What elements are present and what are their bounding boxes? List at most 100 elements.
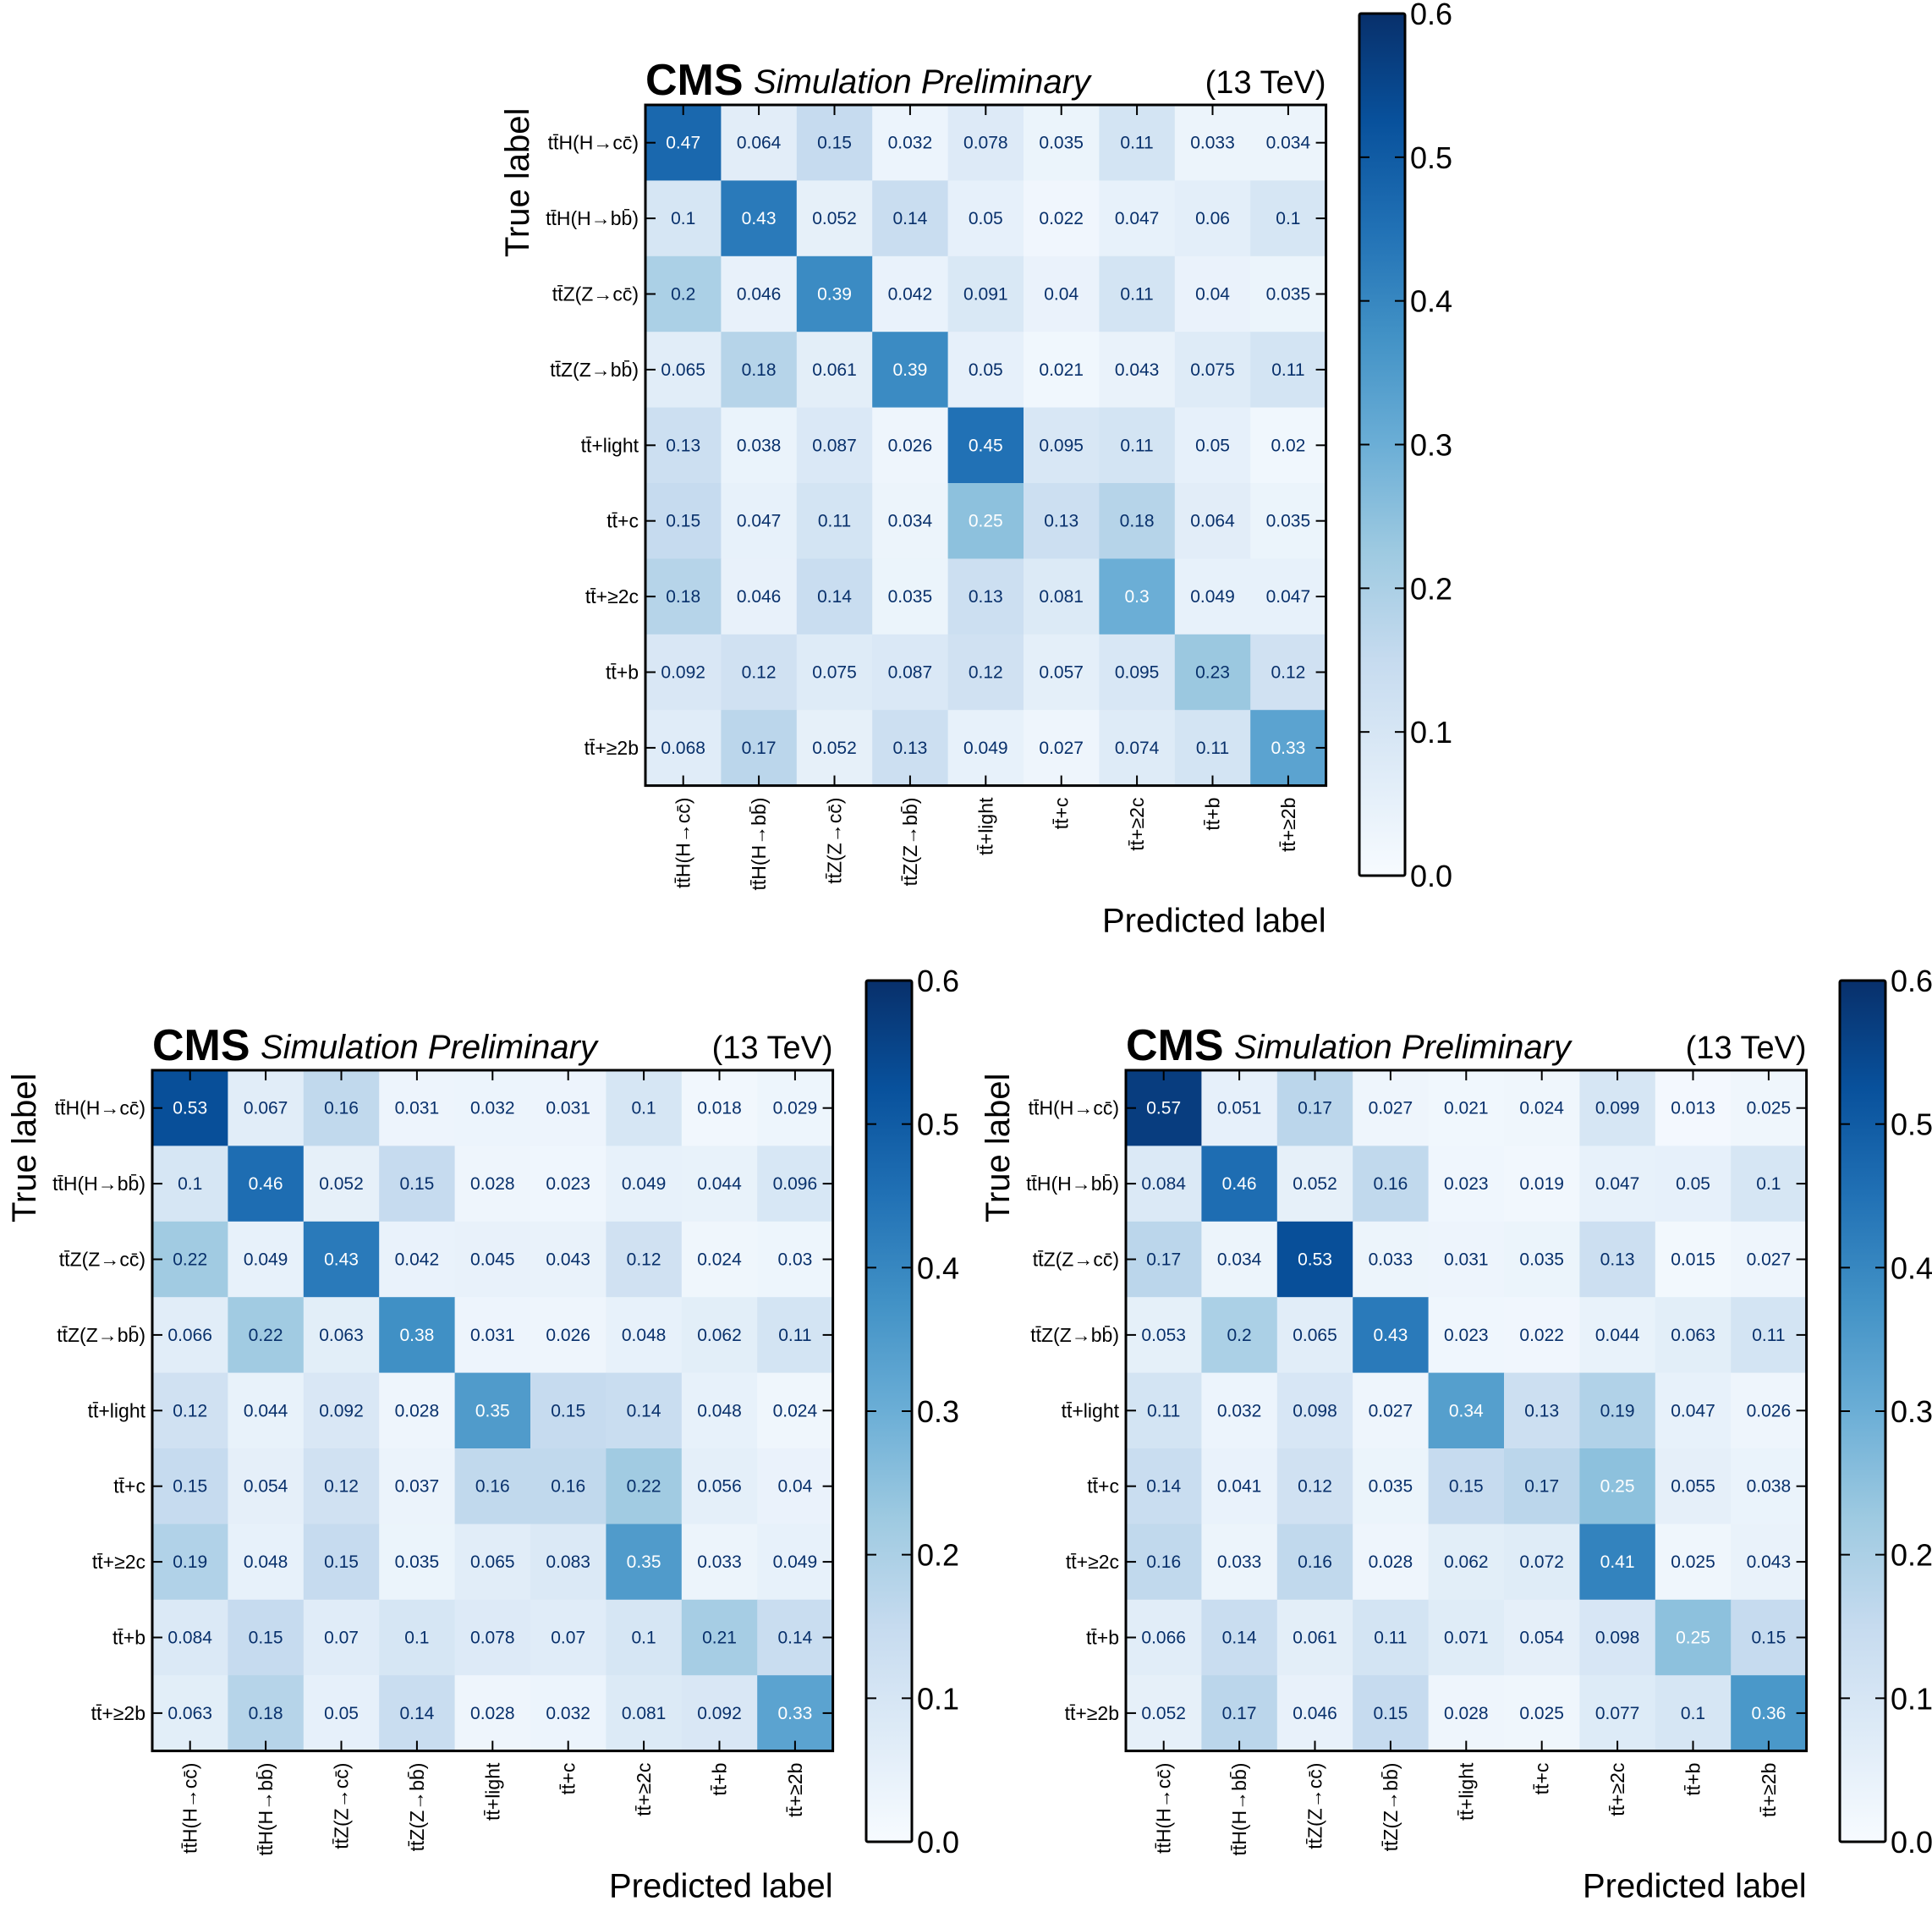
cell-value: 0.052	[812, 739, 857, 758]
cell-value: 0.15	[324, 1552, 359, 1572]
colorbar-tick-label: 0.2	[1891, 1538, 1932, 1573]
heatmap-cell	[872, 180, 949, 257]
heatmap-cell	[379, 1070, 456, 1146]
heatmap-cell	[1353, 1070, 1430, 1146]
x-tick-label: tt̄H(H→bb̄)	[255, 1763, 277, 1856]
cell-value: 0.36	[1751, 1704, 1786, 1723]
heatmap-cell	[1353, 1146, 1430, 1222]
cell-value: 0.052	[319, 1174, 364, 1194]
cell-value: 0.046	[1293, 1704, 1337, 1723]
cell-value: 0.11	[1752, 1326, 1785, 1345]
cell-value: 0.035	[1519, 1250, 1564, 1270]
heatmap-cell	[1276, 1297, 1353, 1374]
cell-value: 0.046	[737, 285, 782, 305]
colorbar-tick-label: 0.0	[1410, 859, 1452, 893]
cell-value: 0.18	[249, 1704, 283, 1723]
x-tick-label: tt̄+≥2c	[1606, 1763, 1628, 1816]
cell-value: 0.038	[737, 436, 782, 455]
cell-value: 0.35	[475, 1401, 510, 1420]
heatmap-cell	[152, 1297, 228, 1374]
colorbar-tick-label: 0.5	[1891, 1107, 1932, 1142]
heatmap-cell	[606, 1524, 683, 1601]
heatmap-cell	[681, 1070, 758, 1146]
heatmap-cell	[152, 1070, 228, 1146]
heatmap-cell	[645, 255, 722, 332]
heatmap-cell	[1731, 1675, 1808, 1752]
heatmap-cell	[1099, 710, 1176, 787]
heatmap-cell	[681, 1297, 758, 1374]
cell-value: 0.07	[324, 1629, 359, 1648]
heatmap-cell	[379, 1675, 456, 1752]
cell-value: 0.051	[1217, 1099, 1262, 1118]
cell-value: 0.05	[1676, 1174, 1710, 1194]
cell-value: 0.19	[1600, 1401, 1635, 1420]
cell-value: 0.41	[1600, 1552, 1635, 1572]
cell-value: 0.028	[470, 1174, 515, 1194]
cell-value: 0.11	[1374, 1629, 1407, 1648]
confusion-matrix-bottom-left: 0.53 0.067 0.16 0.031 0.032 0.031 0.1 0.018 0.02…	[6, 964, 959, 1905]
cell-value: 0.044	[244, 1401, 288, 1420]
heatmap-cell	[1201, 1599, 1278, 1676]
heatmap-cell	[152, 1221, 228, 1298]
heatmap-cell	[1504, 1448, 1580, 1525]
heatmap-cell	[1276, 1675, 1353, 1752]
heatmap-cell	[1201, 1146, 1278, 1222]
heatmap-cell	[1276, 1221, 1353, 1298]
heatmap-cell	[681, 1524, 758, 1601]
cell-value: 0.048	[697, 1401, 742, 1420]
cell-value: 0.46	[249, 1174, 283, 1194]
cell-value: 0.048	[622, 1326, 667, 1345]
heatmap-cell	[1174, 483, 1251, 559]
cell-value: 0.062	[697, 1326, 742, 1345]
heatmap-cell	[1579, 1372, 1656, 1449]
colorbar-tick-label: 0.6	[1891, 964, 1932, 998]
cell-value: 0.091	[963, 285, 1008, 305]
y-tick-label: tt̄H(H→bb̄)	[52, 1173, 145, 1195]
cell-value: 0.047	[1266, 587, 1311, 607]
cell-value: 0.18	[742, 360, 777, 380]
cell-value: 0.049	[622, 1174, 667, 1194]
y-tick-label: tt̄+light	[1062, 1399, 1120, 1421]
heatmap-cell	[1353, 1675, 1430, 1752]
cell-value: 0.063	[319, 1326, 364, 1345]
heatmap-cell	[1276, 1524, 1353, 1601]
cell-value: 0.043	[1747, 1552, 1792, 1572]
heatmap-cell	[152, 1675, 228, 1752]
cell-value: 0.024	[697, 1250, 742, 1270]
cms-label: CMS	[645, 56, 744, 105]
y-tick-label: tt̄H(H→cc̄)	[548, 132, 639, 154]
cell-value: 0.084	[1141, 1174, 1186, 1194]
colorbar-tick-label: 0.1	[1410, 715, 1452, 750]
heatmap-cell	[1655, 1448, 1732, 1525]
heatmap-cell	[1024, 634, 1100, 711]
cell-value: 0.047	[1115, 209, 1160, 228]
cell-value: 0.057	[1039, 663, 1084, 683]
x-tick-label: tt̄+≥2b	[1758, 1763, 1780, 1817]
cell-value: 0.019	[1519, 1174, 1564, 1194]
heatmap-cell	[1250, 105, 1327, 181]
heatmap-cell	[1428, 1070, 1505, 1146]
y-tick-label: tt̄Z(Z→bb̄)	[550, 359, 639, 381]
y-tick-label: tt̄H(H→bb̄)	[546, 207, 639, 229]
heatmap-cell	[1504, 1675, 1580, 1752]
heatmap-cell	[645, 180, 722, 257]
heatmap-cell	[681, 1372, 758, 1449]
heatmap-cell	[947, 105, 1024, 181]
cell-value: 0.16	[551, 1477, 585, 1497]
cell-value: 0.02	[1271, 436, 1305, 455]
cell-value: 0.1	[631, 1629, 656, 1648]
cell-value: 0.065	[470, 1552, 515, 1572]
cell-value: 0.11	[778, 1326, 811, 1345]
cell-value: 0.061	[812, 360, 857, 380]
cell-value: 0.066	[1141, 1629, 1186, 1648]
cell-value: 0.38	[399, 1326, 434, 1345]
heatmap-cell	[1099, 105, 1176, 181]
heatmap-cell	[1579, 1297, 1656, 1374]
cell-value: 0.14	[1222, 1629, 1257, 1648]
heatmap-cell	[530, 1146, 606, 1222]
colorbar-tick-label: 0.6	[1410, 0, 1452, 31]
cell-value: 0.032	[470, 1099, 515, 1118]
heatmap-cell	[947, 332, 1024, 409]
heatmap-cell	[1731, 1146, 1808, 1222]
cell-value: 0.1	[404, 1629, 429, 1648]
